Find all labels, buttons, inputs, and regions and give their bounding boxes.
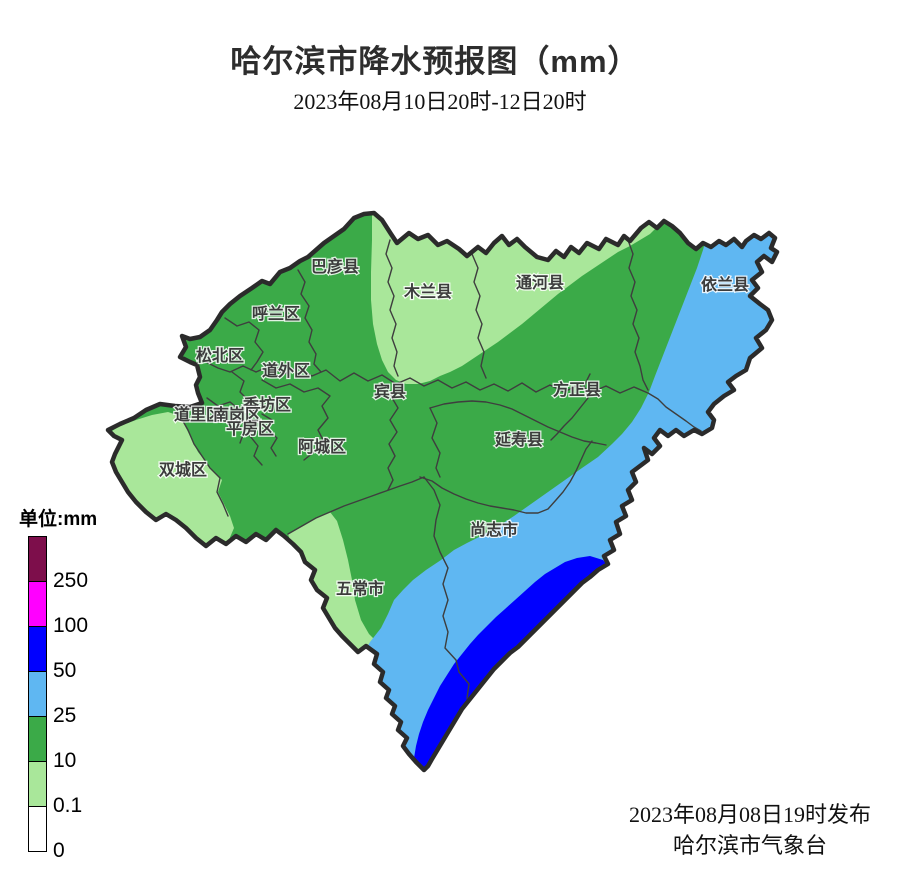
legend-swatch: [28, 806, 47, 852]
zone-lightgreen-south: [288, 512, 390, 659]
district-label: 松北区: [196, 346, 244, 365]
district-label: 巴彦县: [311, 257, 359, 276]
legend-title: 单位:mm: [19, 509, 98, 530]
issuer: 哈尔滨市气象台: [672, 833, 827, 858]
legend-label: 0: [53, 839, 65, 862]
district-label: 南岗区: [213, 405, 261, 424]
district-label: 延寿县: [494, 430, 543, 449]
legend-swatch: [28, 581, 47, 627]
legend-label: 10: [53, 749, 77, 772]
issue-info: 2023年08月08日19时发布 哈尔滨市气象台: [610, 799, 890, 861]
legend-label: 250: [53, 569, 89, 592]
district-label: 阿城区: [298, 438, 346, 456]
district-label: 香坊区: [242, 395, 291, 414]
legend-label: 0.1: [53, 794, 83, 817]
district-label: 道里区: [174, 405, 222, 424]
district-label: 道外区: [262, 361, 310, 380]
city-outer-border: [105, 210, 780, 773]
valid-period: 2023年08月10日20时-12日20时: [293, 89, 587, 114]
district-boundaries: [179, 239, 702, 711]
district-label: 五常市: [336, 579, 384, 598]
legend-label: 50: [53, 659, 77, 682]
legend-label: 25: [53, 704, 77, 727]
legend-swatch: [28, 716, 47, 762]
issue-time: 2023年08月08日19时发布: [628, 802, 871, 827]
district-label: 双城区: [159, 461, 207, 479]
legend-swatch: [28, 761, 47, 807]
page-title: 哈尔滨市降水预报图（mm）: [230, 44, 640, 79]
legend-swatch: [28, 671, 47, 717]
district-label: 宾县: [374, 382, 406, 401]
legend-swatch: [28, 536, 47, 582]
district-label: 呼兰区: [252, 304, 300, 323]
district-label: 通河县: [516, 273, 564, 292]
district-label: 平房区: [226, 419, 274, 438]
district-label: 方正县: [553, 380, 601, 399]
district-label: 木兰县: [403, 282, 452, 301]
legend-scale: 250 100 50 25 10 0.1 0: [28, 536, 138, 866]
district-label: 尚志市: [470, 520, 518, 539]
district-label: 依兰县: [701, 275, 749, 294]
legend-label: 100: [53, 614, 89, 637]
legend-swatch: [28, 626, 47, 672]
